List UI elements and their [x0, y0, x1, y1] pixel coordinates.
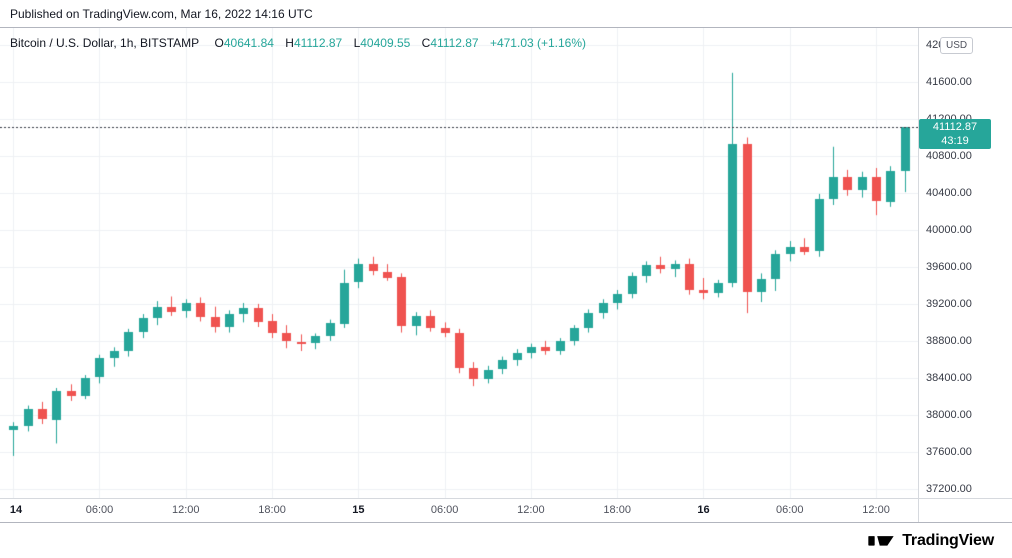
time-axis-label: 15 — [352, 504, 365, 516]
tradingview-logo[interactable]: TradingView — [867, 531, 994, 550]
time-axis-label: 16 — [697, 504, 710, 516]
price-axis-label: 39200.00 — [926, 297, 972, 310]
price-axis[interactable]: USD 41112.87 43:19 42000.0041600.0041200… — [918, 28, 1012, 498]
time-axis-label: 06:00 — [85, 504, 114, 516]
last-price-badge: 41112.87 43:19 — [919, 119, 991, 150]
last-price-value: 41112.87 — [932, 121, 978, 134]
price-axis-label: 41600.00 — [926, 76, 972, 89]
time-axis-label: 06:00 — [775, 504, 804, 516]
time-axis[interactable]: 14 06:00 12:00 18:00 15 06:00 12:00 18:00 16 06:0… — [0, 498, 918, 522]
axis-corner — [918, 498, 1012, 522]
time-axis-label: 14 — [9, 504, 23, 516]
price-axis-label: 40000.00 — [926, 223, 972, 236]
chart-legend: Bitcoin / U.S. Dollar, 1h, BITSTAMP O406… — [10, 36, 586, 50]
published-bar: Published on TradingView.com, Mar 16, 20… — [0, 0, 1012, 28]
ohlc-high-label: H — [285, 36, 294, 50]
currency-label: USD — [940, 37, 974, 55]
price-axis-label: 38800.00 — [926, 334, 972, 347]
ohlc-low-value: 40409.55 — [360, 36, 411, 50]
ohlc-high-value: 41112.87 — [293, 36, 343, 50]
time-axis-label: 12:00 — [862, 504, 890, 516]
ohlc-open: O40641.84 — [215, 36, 274, 50]
ohlc-low: L40409.55 — [354, 36, 411, 50]
ohlc-low-label: L — [353, 36, 361, 50]
price-axis-label: 38400.00 — [926, 371, 972, 384]
price-plot: Bitcoin / U.S. Dollar, 1h, BITSTAMP O406… — [0, 28, 918, 498]
ohlc-open-value: 40641.84 — [223, 36, 274, 50]
price-axis-label: 37200.00 — [926, 482, 972, 495]
price-axis-label: 40800.00 — [926, 150, 972, 162]
ohlc-close-value: 41112.87 — [430, 36, 479, 50]
symbol-title: Bitcoin / U.S. Dollar, 1h, BITSTAMP — [10, 36, 200, 50]
ohlc-high: H41112.87 — [285, 36, 342, 50]
price-change: +471.03 (+1.16%) — [489, 36, 587, 50]
price-axis-label: 38000.00 — [926, 408, 972, 421]
time-axis-label: 12:00 — [517, 504, 545, 516]
tradingview-logo-mark — [868, 536, 894, 546]
footer-bar: TradingView — [0, 522, 1012, 558]
time-axis-label: 18:00 — [603, 504, 631, 516]
price-axis-label: 39600.00 — [926, 260, 972, 273]
time-axis-label: 06:00 — [430, 504, 459, 516]
bar-countdown: 43:19 — [941, 135, 969, 148]
tradingview-logo-text: TradingView — [902, 531, 994, 549]
time-axis-label: 12:00 — [171, 504, 200, 516]
ohlc-open-label: O — [214, 36, 224, 50]
chart-area: Bitcoin / U.S. Dollar, 1h, BITSTAMP O406… — [0, 28, 1012, 522]
time-axis-label: 18:00 — [258, 504, 286, 516]
price-axis-label: 40400.00 — [926, 186, 972, 199]
ohlc-close: C41112.87 — [422, 36, 479, 50]
candlestick-canvas[interactable] — [0, 28, 918, 498]
published-text: Published on TradingView.com, Mar 16, 20… — [10, 6, 313, 21]
price-axis-label: 37600.00 — [926, 445, 972, 458]
ohlc-close-label: C — [421, 36, 431, 50]
